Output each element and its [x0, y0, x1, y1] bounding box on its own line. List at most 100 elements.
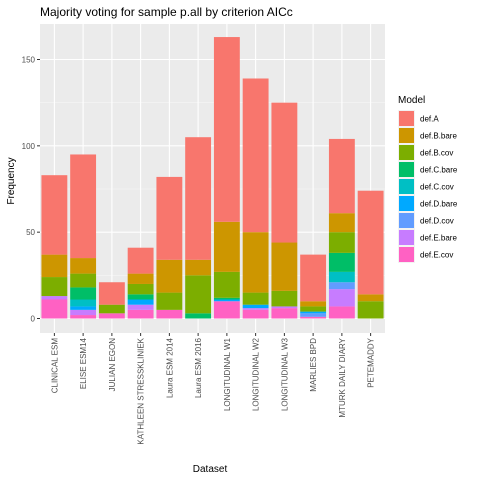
bar-segment-def-a — [271, 102, 298, 243]
bar-segment-def-b-bare — [242, 232, 269, 293]
x-tick-label: LONGITUDINAL W3 — [280, 337, 289, 411]
legend-label: def.E.cov — [420, 251, 453, 260]
bar-segment-def-d-bare — [242, 304, 269, 309]
x-tick-label: ELISE ESM14 — [79, 337, 88, 389]
bar-segment-def-c-bare — [328, 252, 355, 272]
bar-segment-def-e-bare — [127, 304, 154, 310]
bar-segment-def-e-cov — [156, 309, 183, 319]
y-axis-title: Frequency — [6, 157, 17, 204]
bar-segment-def-d-bare — [127, 299, 154, 305]
bar-segment-def-b-cov — [185, 275, 212, 314]
bar-stack — [41, 175, 68, 319]
bar-segment-def-d-bare — [300, 311, 327, 314]
bar-segment-def-d-cov — [328, 282, 355, 290]
legend-swatch — [399, 145, 414, 160]
x-tick-label: CLINICAL ESM — [50, 338, 59, 394]
bar-segment-def-b-bare — [328, 213, 355, 233]
legend-label: def.B.bare — [420, 132, 457, 141]
bar-segment-def-e-cov — [300, 316, 327, 319]
bar-stack — [98, 282, 125, 319]
bar-segment-def-b-cov — [70, 273, 97, 288]
bar-segment-def-b-cov — [213, 271, 240, 298]
legend-label: def.A — [420, 115, 439, 124]
bar-segment-def-e-bare — [271, 306, 298, 309]
legend-label: def.D.cov — [420, 217, 454, 226]
bar-segment-def-e-cov — [127, 309, 154, 319]
bar-segment-def-b-bare — [300, 301, 327, 307]
bar-segment-def-d-bare — [70, 306, 97, 310]
bar-segment-def-e-cov — [41, 299, 68, 319]
y-tick-label: 50 — [26, 228, 35, 237]
bar-segment-def-b-cov — [242, 292, 269, 305]
x-axis: CLINICAL ESM ELISE ESM14 JULIAN EGON KATHLE… — [50, 333, 376, 445]
bar-segment-def-e-cov — [213, 301, 240, 319]
bar-segment-def-a — [300, 254, 327, 302]
y-axis: 0 50 100 150 — [22, 56, 40, 324]
bar-stack — [328, 138, 355, 319]
chart-title: Majority voting for sample p.all by crit… — [40, 5, 293, 19]
bar-segment-def-b-cov — [328, 232, 355, 253]
bar-segment-def-a — [242, 78, 269, 233]
bar-stack — [242, 78, 269, 319]
y-tick-label: 100 — [22, 142, 36, 151]
legend-swatch — [399, 230, 414, 245]
bar-segment-def-a — [357, 190, 384, 295]
legend-swatch — [399, 111, 414, 126]
bar-segment-def-b-bare — [127, 273, 154, 284]
x-axis-title: Dataset — [193, 464, 228, 475]
legend-swatch — [399, 179, 414, 194]
bar-segment-def-c-cov — [70, 299, 97, 307]
bar-segment-def-a — [41, 175, 68, 255]
bar-segment-def-b-cov — [127, 283, 154, 295]
legend: Model def.A def.B.bare def.B.cov def.C.bare… — [398, 95, 458, 263]
bar-stack — [357, 190, 384, 319]
bar-stack — [185, 137, 212, 319]
bar-segment-def-e-cov — [242, 309, 269, 319]
bar-segment-def-b-bare — [70, 258, 97, 274]
x-tick-label: LONGITUDINAL W1 — [223, 337, 232, 411]
x-tick-label: MARLIES BPD — [309, 338, 318, 392]
bar-segment-def-e-bare — [70, 309, 97, 316]
y-tick-label: 150 — [22, 56, 36, 65]
bar-segment-def-a — [156, 176, 183, 260]
legend-swatch — [399, 247, 414, 262]
bar-segment-def-b-cov — [357, 301, 384, 319]
bar-segment-def-b-bare — [185, 259, 212, 276]
x-tick-label: LONGITUDINAL W2 — [252, 337, 261, 411]
bar-segment-def-b-bare — [213, 221, 240, 272]
bar-stack — [271, 102, 298, 319]
bar-segment-def-b-bare — [41, 254, 68, 278]
bar-stacks — [41, 37, 384, 319]
bar-stack — [127, 247, 154, 319]
bar-segment-def-c-bare — [70, 287, 97, 300]
x-tick-label: PETEMADDY — [367, 337, 376, 387]
bar-segment-def-b-cov — [156, 292, 183, 310]
bar-stack — [156, 176, 183, 319]
bar-segment-def-c-bare — [213, 297, 240, 300]
x-tick-label: Laura ESM 2014 — [165, 337, 174, 398]
x-tick-label: KATHLEEN STRESSKLINIEK — [137, 337, 146, 444]
legend-swatch — [399, 128, 414, 143]
bar-segment-def-b-cov — [98, 304, 125, 314]
bar-stack — [300, 254, 327, 319]
legend-label: def.C.bare — [420, 166, 458, 175]
bar-segment-def-d-bare — [213, 299, 240, 302]
bar-segment-def-c-bare — [185, 313, 212, 319]
bar-segment-def-e-cov — [70, 315, 97, 319]
bar-segment-def-b-cov — [271, 290, 298, 307]
x-tick-label: MTURK DAILY DIARY — [338, 337, 347, 417]
bar-segment-def-a — [328, 138, 355, 214]
bar-segment-def-b-cov — [300, 306, 327, 312]
bar-segment-def-a — [98, 282, 125, 305]
bar-segment-def-d-cov — [300, 313, 327, 317]
bar-segment-def-c-bare — [127, 294, 154, 300]
bar-segment-def-a — [70, 154, 97, 259]
bar-segment-def-a — [185, 137, 212, 260]
legend-swatch — [399, 196, 414, 211]
bar-stack — [213, 37, 240, 319]
x-tick-label: JULIAN EGON — [108, 338, 117, 392]
bar-segment-def-c-cov — [328, 271, 355, 283]
bar-segment-def-e-bare — [242, 308, 269, 310]
bar-segment-def-b-bare — [357, 294, 384, 302]
